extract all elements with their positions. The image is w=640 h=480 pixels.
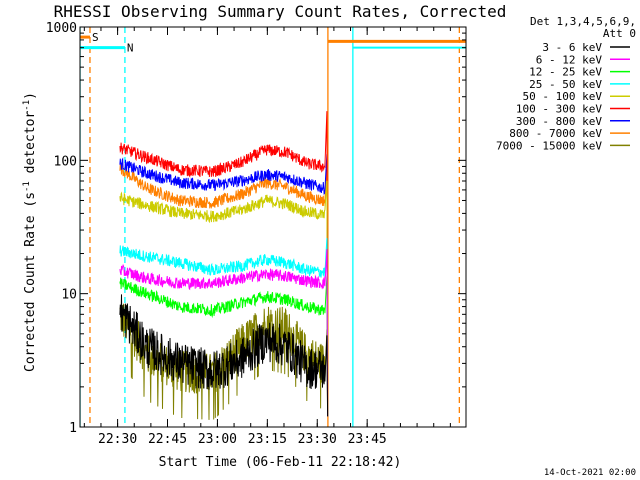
axes: 1 10 100 1000 22:30 22:45 23:00 23:15 23:30 23:45 [46, 21, 467, 447]
flag-label: N [127, 42, 134, 55]
legend-entry-label: 25 - 50 keV [529, 78, 602, 91]
series-line [119, 238, 329, 417]
chart-title: RHESSI Observing Summary Count Rates, Co… [54, 2, 507, 21]
y-tick-label: 1000 [46, 21, 77, 36]
legend-header: Det 1,3,4,5,6,9, [530, 15, 636, 28]
y-axis-label-sup: -1 [22, 100, 32, 111]
y-tick-label: 10 [61, 288, 77, 303]
timestamp: 14-Oct-2021 02:00 [544, 468, 636, 478]
series-line [119, 153, 329, 417]
legend-entry-label: 100 - 300 keV [516, 103, 602, 116]
series-line [119, 276, 329, 417]
plot-area: SN [80, 27, 466, 427]
y-tick-label: 100 [54, 154, 77, 169]
x-tick-label: 23:00 [198, 432, 237, 447]
plot-clip-group: SN [80, 27, 466, 427]
y-axis-label-part: Corrected Count Rate (s [23, 192, 38, 372]
series-line [119, 180, 329, 417]
flag-label: S [92, 31, 99, 44]
x-tick-label: 23:45 [348, 432, 387, 447]
y-axis-label-part: ) [23, 92, 38, 100]
y-axis-label-part: detector [23, 111, 38, 182]
legend-entry-label: 50 - 100 keV [523, 90, 603, 103]
legend-entry-label: 3 - 6 keV [542, 41, 602, 54]
legend-header: Att 0 [603, 27, 636, 40]
x-tick-label: 23:30 [298, 432, 337, 447]
series-line [119, 163, 329, 417]
legend-entry-label: 12 - 25 keV [529, 66, 602, 79]
plot-frame [79, 26, 467, 428]
legend-entry-label: 7000 - 15000 keV [496, 139, 602, 152]
x-axis-label: Start Time (06-Feb-11 22:18:42) [159, 455, 402, 470]
series-line [119, 111, 329, 417]
y-axis-label-sup: -1 [22, 181, 32, 192]
y-axis-label: Corrected Count Rate (s-1 detector-1) [22, 92, 38, 372]
x-tick-label: 22:30 [98, 432, 137, 447]
series-line [119, 294, 329, 417]
series-line [119, 249, 329, 417]
legend-entry-label: 6 - 12 keV [536, 53, 603, 66]
legend-entry-label: 300 - 800 keV [516, 115, 602, 128]
x-tick-label: 22:45 [148, 432, 187, 447]
y-tick-label: 1 [69, 421, 77, 436]
x-tick-label: 23:15 [248, 432, 287, 447]
legend-entry-label: 800 - 7000 keV [509, 127, 602, 140]
